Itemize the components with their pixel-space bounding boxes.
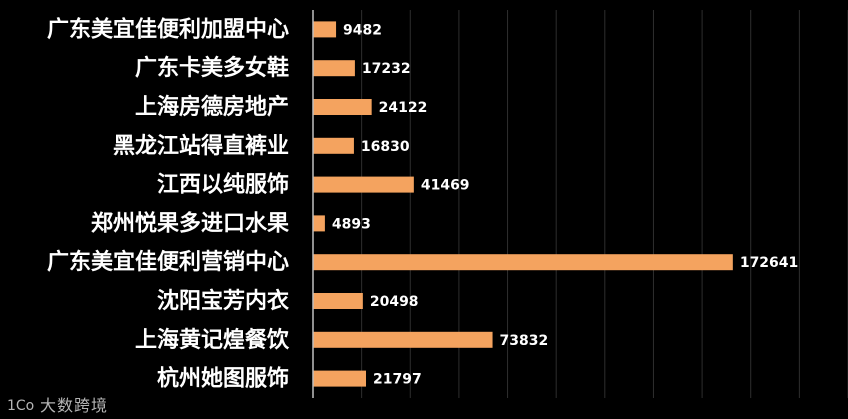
grid-lines <box>361 10 848 398</box>
bar <box>313 370 367 387</box>
bar <box>313 99 372 115</box>
value-label: 16830 <box>361 139 410 155</box>
category-label: 杭州她图服饰 <box>157 366 289 392</box>
bars <box>313 21 733 387</box>
category-label: 黑龙江站得直裤业 <box>113 133 289 159</box>
value-label: 9482 <box>343 22 382 38</box>
bar <box>313 215 325 232</box>
value-label: 73832 <box>500 333 549 349</box>
category-label: 广东卡美多女鞋 <box>135 55 289 81</box>
value-label: 20498 <box>370 294 419 310</box>
value-label: 41469 <box>421 178 470 194</box>
category-label: 沈阳宝芳内衣 <box>157 288 289 314</box>
bar <box>313 60 355 77</box>
bar <box>313 137 354 154</box>
svg-text:1Co: 1Co <box>7 398 34 413</box>
value-label: 24122 <box>379 100 428 116</box>
value-label: 172641 <box>740 255 798 271</box>
value-label: 21797 <box>373 372 422 388</box>
watermark-text: 大数跨境 <box>40 396 109 415</box>
brand-logo-icon: 1Co <box>7 398 34 413</box>
category-label: 广东美宜佳便利加盟中心 <box>47 16 289 42</box>
watermark: 1Co 大数跨境 <box>6 393 108 415</box>
category-label: 郑州悦果多进口水果 <box>91 210 289 236</box>
value-label: 17232 <box>362 61 411 77</box>
category-label: 上海黄记煌餐饮 <box>135 327 290 353</box>
category-label: 广东美宜佳便利营销中心 <box>47 249 289 275</box>
bar <box>313 254 733 271</box>
category-label: 上海房德房地产 <box>135 94 289 120</box>
bar <box>313 331 493 348</box>
value-labels: 9482 17232 24122 16830 41469 4893 172641 20498 7… <box>332 22 798 387</box>
value-label: 4893 <box>332 216 371 232</box>
category-label: 江西以纯服饰 <box>157 172 289 198</box>
category-labels: 广东美宜佳便利加盟中心广东卡美多女鞋上海房德房地产黑龙江站得直裤业江西以纯服饰郑… <box>47 16 290 391</box>
bar <box>313 21 337 38</box>
bar <box>313 293 363 309</box>
bar <box>313 176 414 193</box>
